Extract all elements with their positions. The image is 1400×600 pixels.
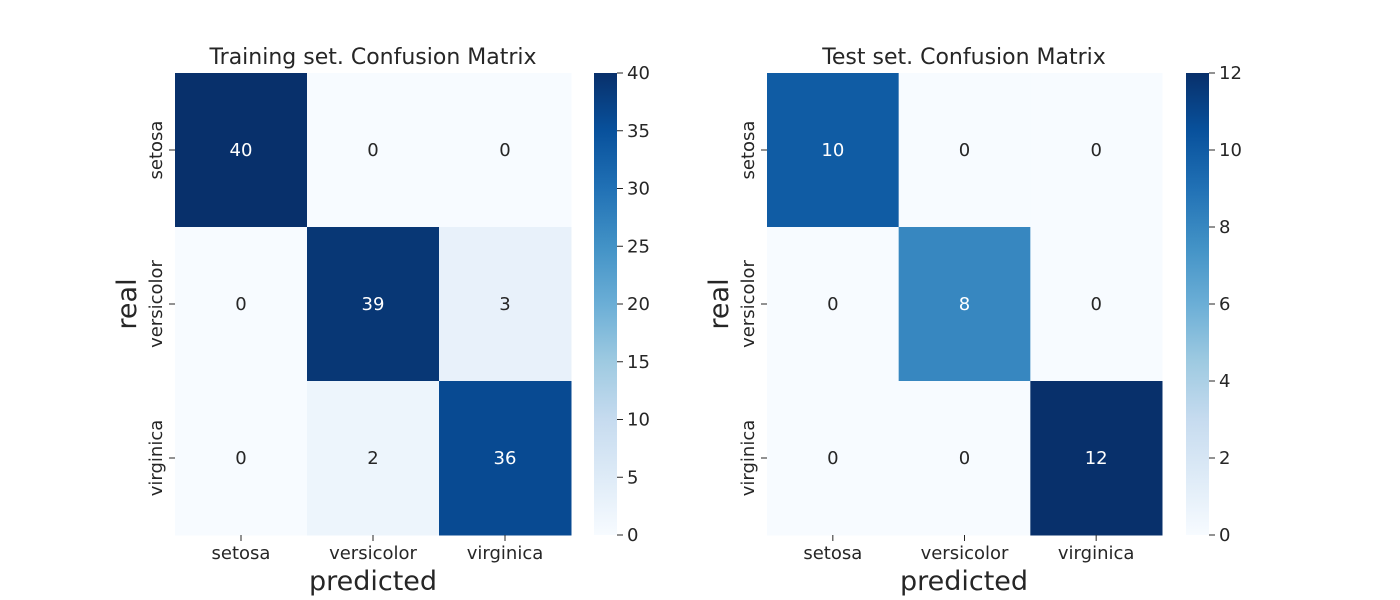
heatmap-cell — [307, 381, 440, 536]
heatmap-cell — [175, 381, 308, 536]
cell-value-label: 40 — [230, 140, 253, 161]
colorbar-tick-label: 2 — [1219, 448, 1230, 469]
x-tick-label: virginica — [467, 543, 544, 564]
colorbar-tick-label: 6 — [1219, 294, 1230, 315]
y-tick-label: versicolor — [738, 259, 759, 347]
colorbar-gradient — [1186, 73, 1209, 535]
heatmap-cell — [439, 381, 572, 536]
heatmap-cell — [898, 381, 1031, 536]
x-axis-label: predicted — [309, 566, 437, 597]
y-tick-label: versicolor — [146, 259, 167, 347]
cell-value-label: 0 — [499, 140, 510, 161]
y-tick-label: setosa — [738, 121, 759, 180]
heatmap-cell — [767, 227, 900, 382]
x-tick-label: setosa — [803, 543, 862, 564]
colorbar-tick-label: 0 — [627, 525, 638, 546]
heatmap-cells: 10 0 0 0 8 0 0 0 12 — [767, 73, 1163, 536]
cell-value-label: 8 — [959, 294, 970, 315]
cell-value-label: 0 — [959, 448, 970, 469]
colorbar-tick-label: 12 — [1219, 63, 1242, 84]
colorbar: 0 5 10 15 20 25 30 35 40 — [594, 63, 650, 546]
y-tick-label: virginica — [146, 420, 167, 497]
cell-value-label: 36 — [494, 448, 517, 469]
training-confusion-matrix: Training set. Confusion Matrix 40 0 00 39 30… — [112, 45, 650, 597]
cell-value-label: 0 — [235, 448, 246, 469]
y-axis-ticks: setosa versicolor virginica — [738, 121, 767, 497]
x-tick-label: setosa — [212, 543, 271, 564]
heatmap-cell — [898, 227, 1031, 382]
y-axis-ticks: setosa versicolor virginica — [146, 121, 175, 497]
cell-value-label: 12 — [1085, 448, 1108, 469]
heatmap-cell — [439, 73, 572, 228]
heatmap-cell — [307, 73, 440, 228]
test-confusion-matrix: Test set. Confusion Matrix 10 0 0 0 8 0 0 0 12 s… — [704, 45, 1242, 597]
heatmap-cell — [175, 227, 308, 382]
colorbar-tick-label: 0 — [1219, 525, 1230, 546]
colorbar: 0 2 4 6 8 10 12 — [1186, 63, 1242, 546]
colorbar-tick-label: 25 — [627, 236, 650, 257]
heatmap-cell — [1030, 381, 1163, 536]
colorbar-tick-label: 35 — [627, 121, 650, 142]
x-axis-label: predicted — [900, 566, 1028, 597]
colorbar-tick-label: 10 — [627, 410, 650, 431]
heatmap-cell — [1030, 73, 1163, 228]
y-tick-label: setosa — [146, 121, 167, 180]
heatmap-cell — [1030, 227, 1163, 382]
heatmap-cell — [307, 227, 440, 382]
heatmap-cell — [898, 73, 1031, 228]
cell-value-label: 0 — [1090, 140, 1101, 161]
colorbar-tick-label: 15 — [627, 352, 650, 373]
colorbar-tick-label: 4 — [1219, 371, 1230, 392]
colorbar-gradient — [594, 73, 617, 535]
x-axis-ticks: setosa versicolor virginica — [803, 535, 1134, 564]
heatmap-cell — [175, 73, 308, 228]
cell-value-label: 0 — [235, 294, 246, 315]
cell-value-label: 0 — [367, 140, 378, 161]
colorbar-tick-label: 10 — [1219, 140, 1242, 161]
chart-title: Training set. Confusion Matrix — [208, 45, 536, 70]
cell-value-label: 0 — [1090, 294, 1101, 315]
heatmap-cell — [767, 381, 900, 536]
cell-value-label: 0 — [959, 140, 970, 161]
colorbar-tick-label: 40 — [627, 63, 650, 84]
chart-title: Test set. Confusion Matrix — [821, 45, 1106, 70]
colorbar-tick-label: 5 — [627, 467, 638, 488]
y-axis-label: real — [704, 278, 735, 329]
x-tick-label: versicolor — [329, 543, 417, 564]
heatmap-cells: 40 0 0 0 39 3 0 2 36 — [175, 73, 572, 536]
y-axis-label: real — [112, 278, 143, 329]
x-axis-ticks: setosa versicolor virginica — [212, 535, 544, 564]
colorbar-tick-label: 8 — [1219, 217, 1230, 238]
heatmap-cell — [439, 227, 572, 382]
heatmap-cell — [767, 73, 900, 228]
colorbar-tick-label: 20 — [627, 294, 650, 315]
x-tick-label: versicolor — [921, 543, 1009, 564]
x-tick-label: virginica — [1058, 543, 1135, 564]
colorbar-tick-label: 30 — [627, 179, 650, 200]
cell-value-label: 39 — [362, 294, 385, 315]
cell-value-label: 2 — [367, 448, 378, 469]
cell-value-label: 10 — [821, 140, 844, 161]
y-tick-label: virginica — [738, 420, 759, 497]
cell-value-label: 3 — [499, 294, 510, 315]
cell-value-label: 0 — [827, 294, 838, 315]
cell-value-label: 0 — [827, 448, 838, 469]
